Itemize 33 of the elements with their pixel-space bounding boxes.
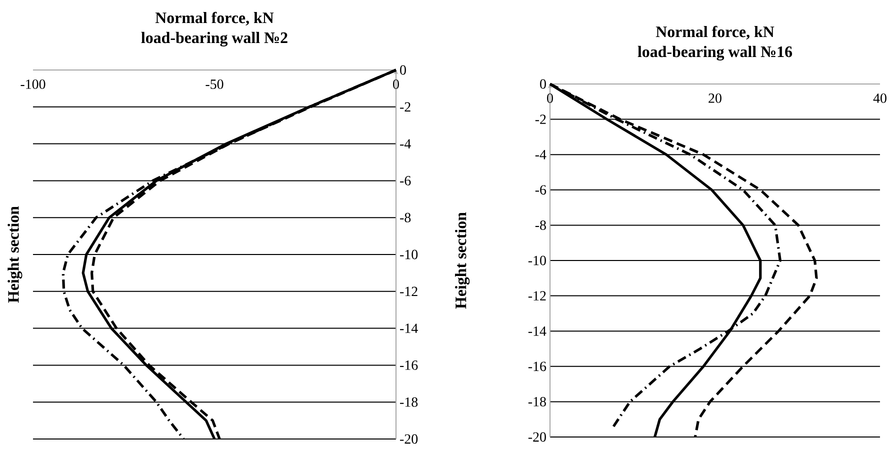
chart-title: Normal force, kN — [656, 26, 774, 40]
x-tick-label: 0 — [393, 80, 399, 89]
y-tick-label: -10 — [400, 250, 418, 260]
y-tick-label: 0 — [400, 65, 406, 75]
chart-subtitle: load-bearing wall №16 — [638, 46, 792, 60]
x-tick-label: -100 — [20, 80, 46, 89]
y-tick-label: -14 — [528, 326, 546, 336]
y-tick-label: -20 — [400, 434, 418, 444]
y-tick-label: -6 — [535, 185, 546, 195]
y-tick-label: -16 — [400, 360, 418, 370]
y-tick-label: -12 — [400, 286, 418, 296]
x-tick-label: 0 — [547, 94, 553, 103]
y-tick-label: -6 — [400, 176, 411, 186]
y-tick-label: -18 — [528, 396, 546, 406]
x-tick-label: 40 — [873, 94, 886, 103]
y-tick-label: -2 — [535, 114, 546, 124]
chart-title: Normal force, kN — [155, 12, 274, 26]
y-tick-label: -14 — [400, 324, 418, 333]
chart-subtitle: load-bearing wall №2 — [141, 32, 288, 46]
y-tick-label: -16 — [528, 362, 546, 372]
y-axis-title: Height section — [455, 212, 470, 309]
x-tick-label: 20 — [708, 94, 722, 103]
y-tick-label: -4 — [400, 139, 411, 148]
y-tick-label: -8 — [400, 212, 411, 222]
y-tick-label: -12 — [528, 291, 546, 300]
y-tick-label: -8 — [535, 220, 546, 230]
y-tick-label: -4 — [535, 150, 546, 160]
y-axis-title: Height section — [8, 206, 22, 303]
y-tick-label: -10 — [528, 256, 546, 266]
x-tick-label: -50 — [206, 80, 224, 89]
y-tick-label: -20 — [528, 432, 546, 442]
y-tick-label: -18 — [400, 397, 418, 407]
y-tick-label: -2 — [400, 102, 410, 112]
